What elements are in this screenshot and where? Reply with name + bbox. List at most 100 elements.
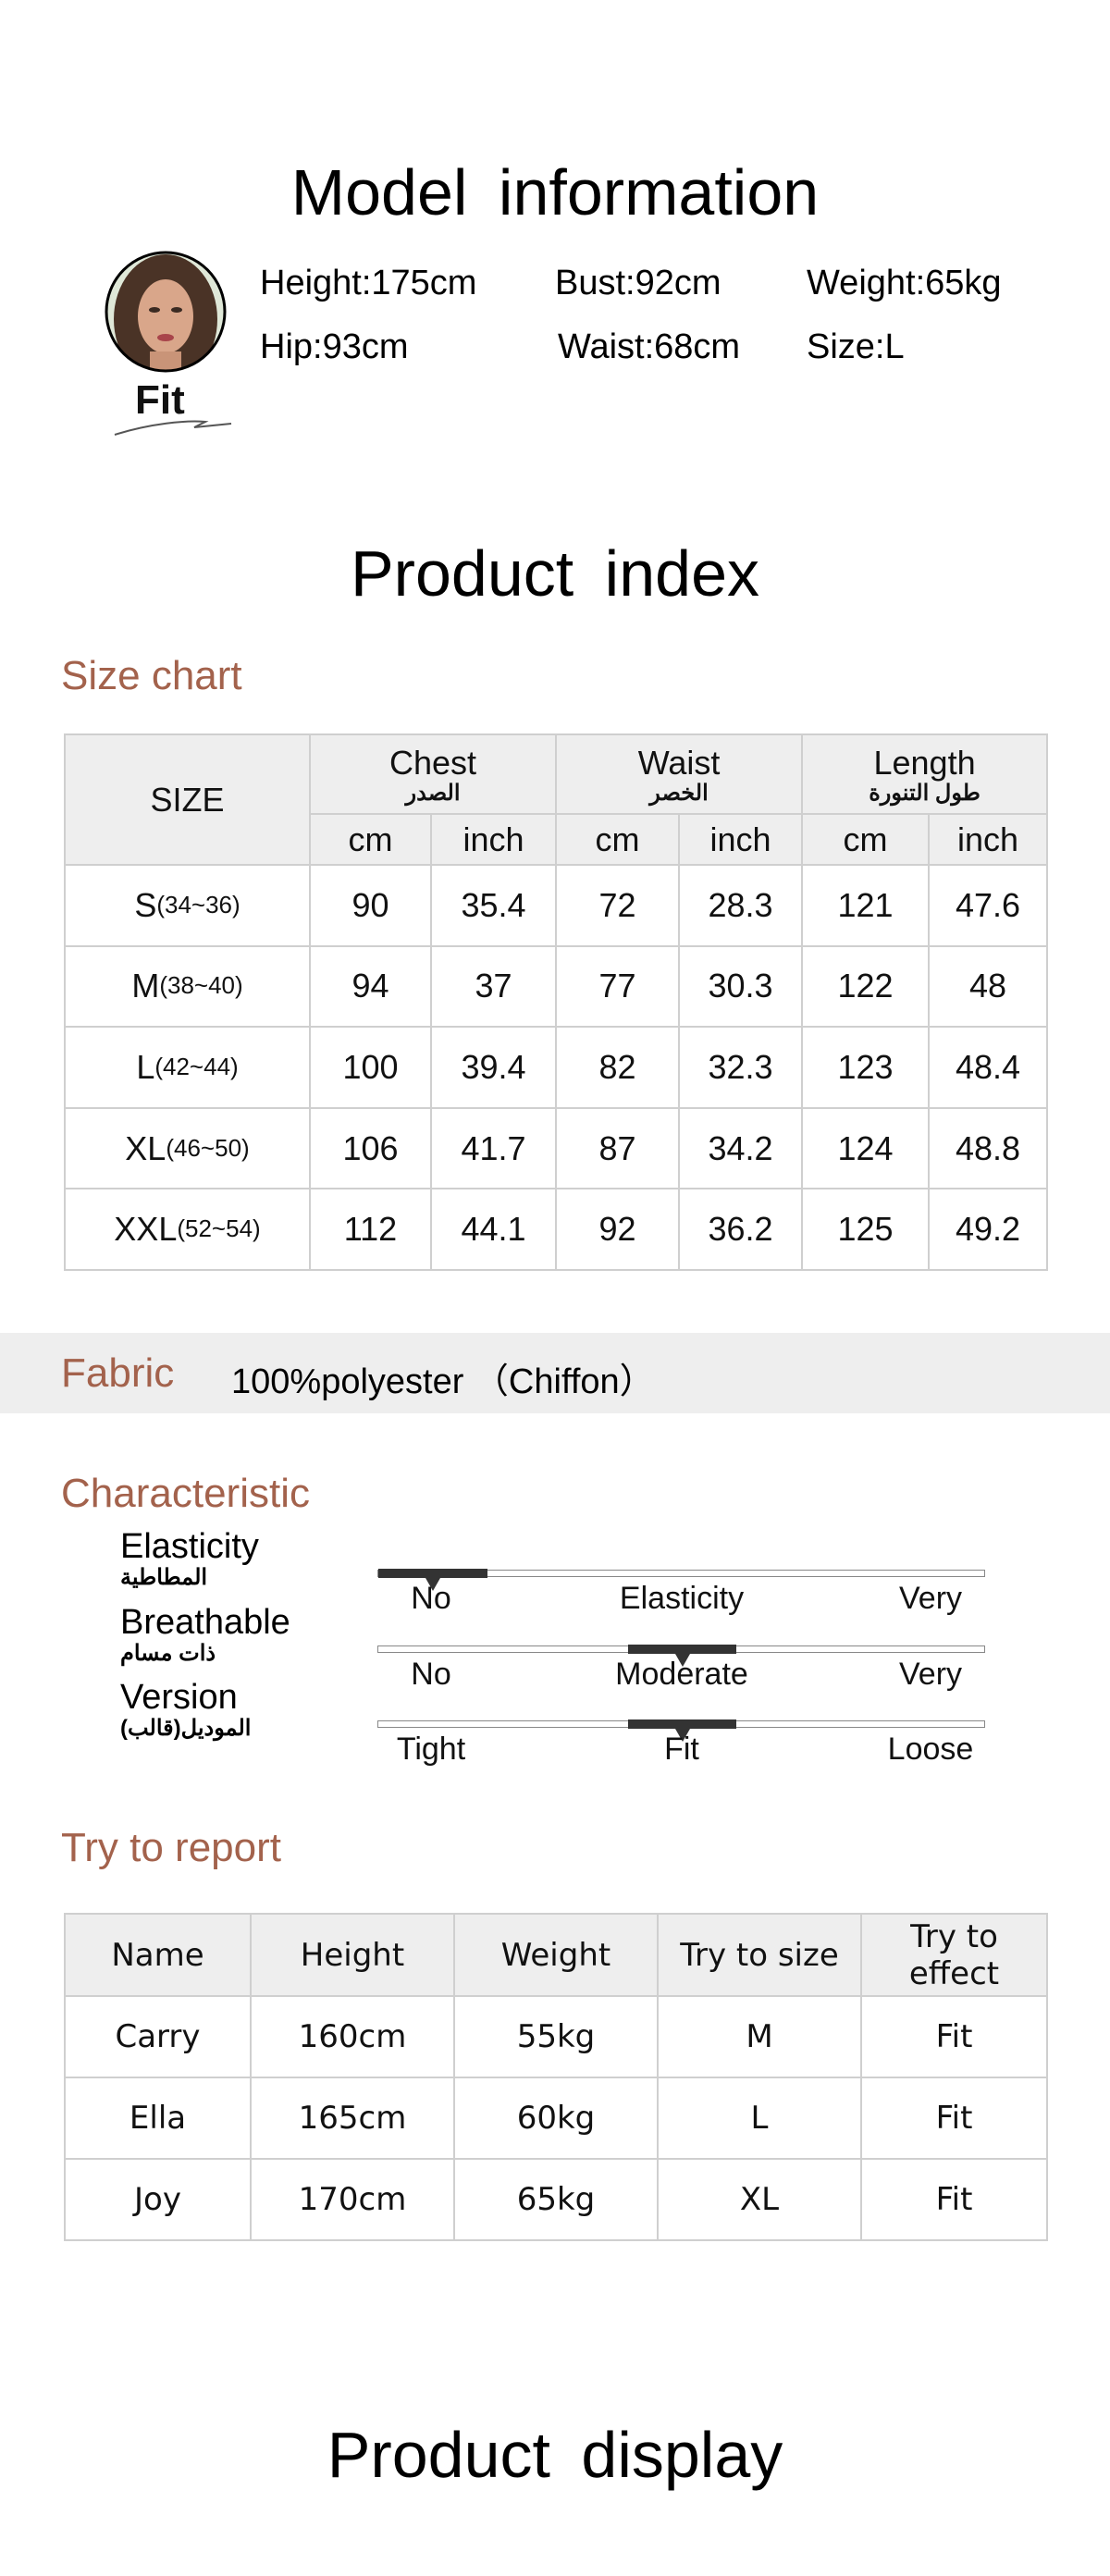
report-row: Joy 170cm 65kg XL Fit — [64, 2158, 1048, 2241]
size-cell: L(42~44) — [64, 1026, 311, 1109]
size-row: S(34~36) 90 35.4 72 28.3 121 47.6 — [64, 864, 1049, 947]
value-cell: 82 — [555, 1026, 681, 1109]
value-cell: 94 — [309, 944, 432, 1029]
size-row: L(42~44) 100 39.4 82 32.3 123 48.4 — [64, 1026, 1049, 1109]
characteristic-scale — [377, 1569, 985, 1591]
scale-tick-label: No — [411, 1657, 451, 1692]
size-header: SIZE — [64, 733, 311, 866]
pointer-triangle-icon — [674, 1729, 690, 1742]
report-cell: Carry — [64, 1995, 252, 2078]
scale-indicator — [628, 1645, 736, 1654]
characteristic-label-ar: الموديل(قالب) — [120, 1716, 252, 1741]
value-cell: 87 — [555, 1106, 681, 1190]
characteristic-title: Characteristic — [61, 1471, 310, 1516]
report-cell: 55kg — [453, 1995, 659, 2078]
report-cell: M — [657, 1995, 862, 2078]
model-hip: Hip:93cm — [260, 327, 409, 366]
report-cell: 160cm — [250, 1995, 455, 2078]
scale-tick-label: Moderate — [615, 1657, 748, 1692]
scale-tick-label: Very — [898, 1657, 963, 1692]
size-cell: S(34~36) — [64, 864, 311, 947]
model-weight: Weight:65kg — [807, 264, 1002, 302]
unit-cell: cm — [555, 813, 681, 866]
value-cell: 49.2 — [928, 1188, 1049, 1271]
report-cell: XL — [657, 2158, 862, 2241]
report-cell: 60kg — [453, 2077, 659, 2160]
value-cell: 122 — [801, 944, 931, 1029]
size-row: XL(46~50) 106 41.7 87 34.2 124 48.8 — [64, 1106, 1049, 1190]
unit-cell: inch — [928, 813, 1049, 866]
report-row: Carry 160cm 55kg M Fit — [64, 1995, 1048, 2078]
characteristic-label: Elasticity — [120, 1527, 259, 1566]
model-size: Size:L — [807, 327, 905, 366]
value-cell: 28.3 — [678, 864, 804, 947]
value-cell: 77 — [555, 944, 681, 1029]
size-chart-title: Size chart — [61, 653, 242, 698]
scale-tick-label: Elasticity — [619, 1581, 745, 1616]
value-cell: 92 — [555, 1188, 681, 1271]
product-display-title: Product display — [327, 2419, 783, 2491]
fabric-band — [0, 1333, 1110, 1413]
report-header-cell: Height — [250, 1913, 455, 1997]
waist-header: Waist الخصر — [555, 733, 804, 815]
size-cell: M(38~40) — [64, 944, 311, 1029]
size-cell: XXL(52~54) — [64, 1188, 311, 1271]
report-cell: Fit — [860, 2077, 1048, 2160]
size-row: M(38~40) 94 37 77 30.3 122 48 — [64, 944, 1049, 1029]
value-cell: 32.3 — [678, 1026, 804, 1109]
characteristic-label: Breathable — [120, 1603, 290, 1642]
unit-cell: cm — [801, 813, 931, 866]
pointer-triangle-icon — [674, 1654, 690, 1667]
length-header: Length طول التنورة — [801, 733, 1049, 815]
scale-indicator — [628, 1719, 736, 1729]
value-cell: 36.2 — [678, 1188, 804, 1271]
report-header-row: Name Height Weight Try to size Try to effect — [64, 1913, 1048, 1997]
scale-tick-label: Loose — [887, 1732, 974, 1767]
value-cell: 39.4 — [429, 1026, 558, 1109]
report-cell: Joy — [64, 2158, 252, 2241]
value-cell: 30.3 — [678, 944, 804, 1029]
value-cell: 48.4 — [928, 1026, 1049, 1109]
scale-tick-label: Very — [898, 1581, 963, 1616]
value-cell: 47.6 — [928, 864, 1049, 947]
unit-cell: cm — [309, 813, 432, 866]
report-header-cell: Try to size — [657, 1913, 862, 1997]
value-cell: 125 — [801, 1188, 931, 1271]
chest-header: Chest الصدر — [308, 733, 558, 815]
characteristic-label: Version — [120, 1678, 238, 1717]
try-report-title: Try to report — [61, 1825, 281, 1870]
model-waist: Waist:68cm — [558, 327, 741, 366]
value-cell: 44.1 — [429, 1188, 558, 1271]
signature-swash-icon — [114, 420, 232, 436]
value-cell: 112 — [309, 1188, 432, 1271]
model-height: Height:175cm — [260, 264, 477, 302]
value-cell: 41.7 — [429, 1106, 558, 1190]
scale-tick-label: Fit — [664, 1732, 699, 1767]
report-header-cell: Weight — [453, 1913, 659, 1997]
value-cell: 34.2 — [678, 1106, 804, 1190]
value-cell: 48 — [928, 944, 1049, 1029]
report-header-cell: Name — [64, 1913, 252, 1997]
report-cell: Fit — [860, 2158, 1048, 2241]
characteristic-scale — [377, 1645, 985, 1667]
value-cell: 124 — [801, 1106, 931, 1190]
value-cell: 123 — [801, 1026, 931, 1109]
report-cell: Ella — [64, 2077, 252, 2160]
fabric-label: Fabric — [61, 1350, 175, 1396]
try-report-table: Name Height Weight Try to size Try to effect… — [64, 1913, 1048, 2241]
scale-indicator — [378, 1569, 487, 1578]
size-cell: XL(46~50) — [64, 1106, 311, 1190]
value-cell: 90 — [309, 864, 432, 947]
characteristic-scale — [377, 1719, 985, 1742]
value-cell: 72 — [555, 864, 681, 947]
value-cell: 106 — [309, 1106, 432, 1190]
report-cell: 65kg — [453, 2158, 659, 2241]
characteristic-label-ar: المطاطية — [120, 1565, 208, 1590]
characteristic-label-ar: ذات مسام — [120, 1641, 216, 1666]
value-cell: 48.8 — [928, 1106, 1049, 1190]
size-chart-table: SIZE Chest الصدر Waist الخصر Length طول الت… — [64, 733, 1049, 1271]
model-bust: Bust:92cm — [555, 264, 722, 302]
value-cell: 35.4 — [429, 864, 558, 947]
report-cell: Fit — [860, 1995, 1048, 2078]
scale-tick-label: No — [411, 1581, 451, 1616]
